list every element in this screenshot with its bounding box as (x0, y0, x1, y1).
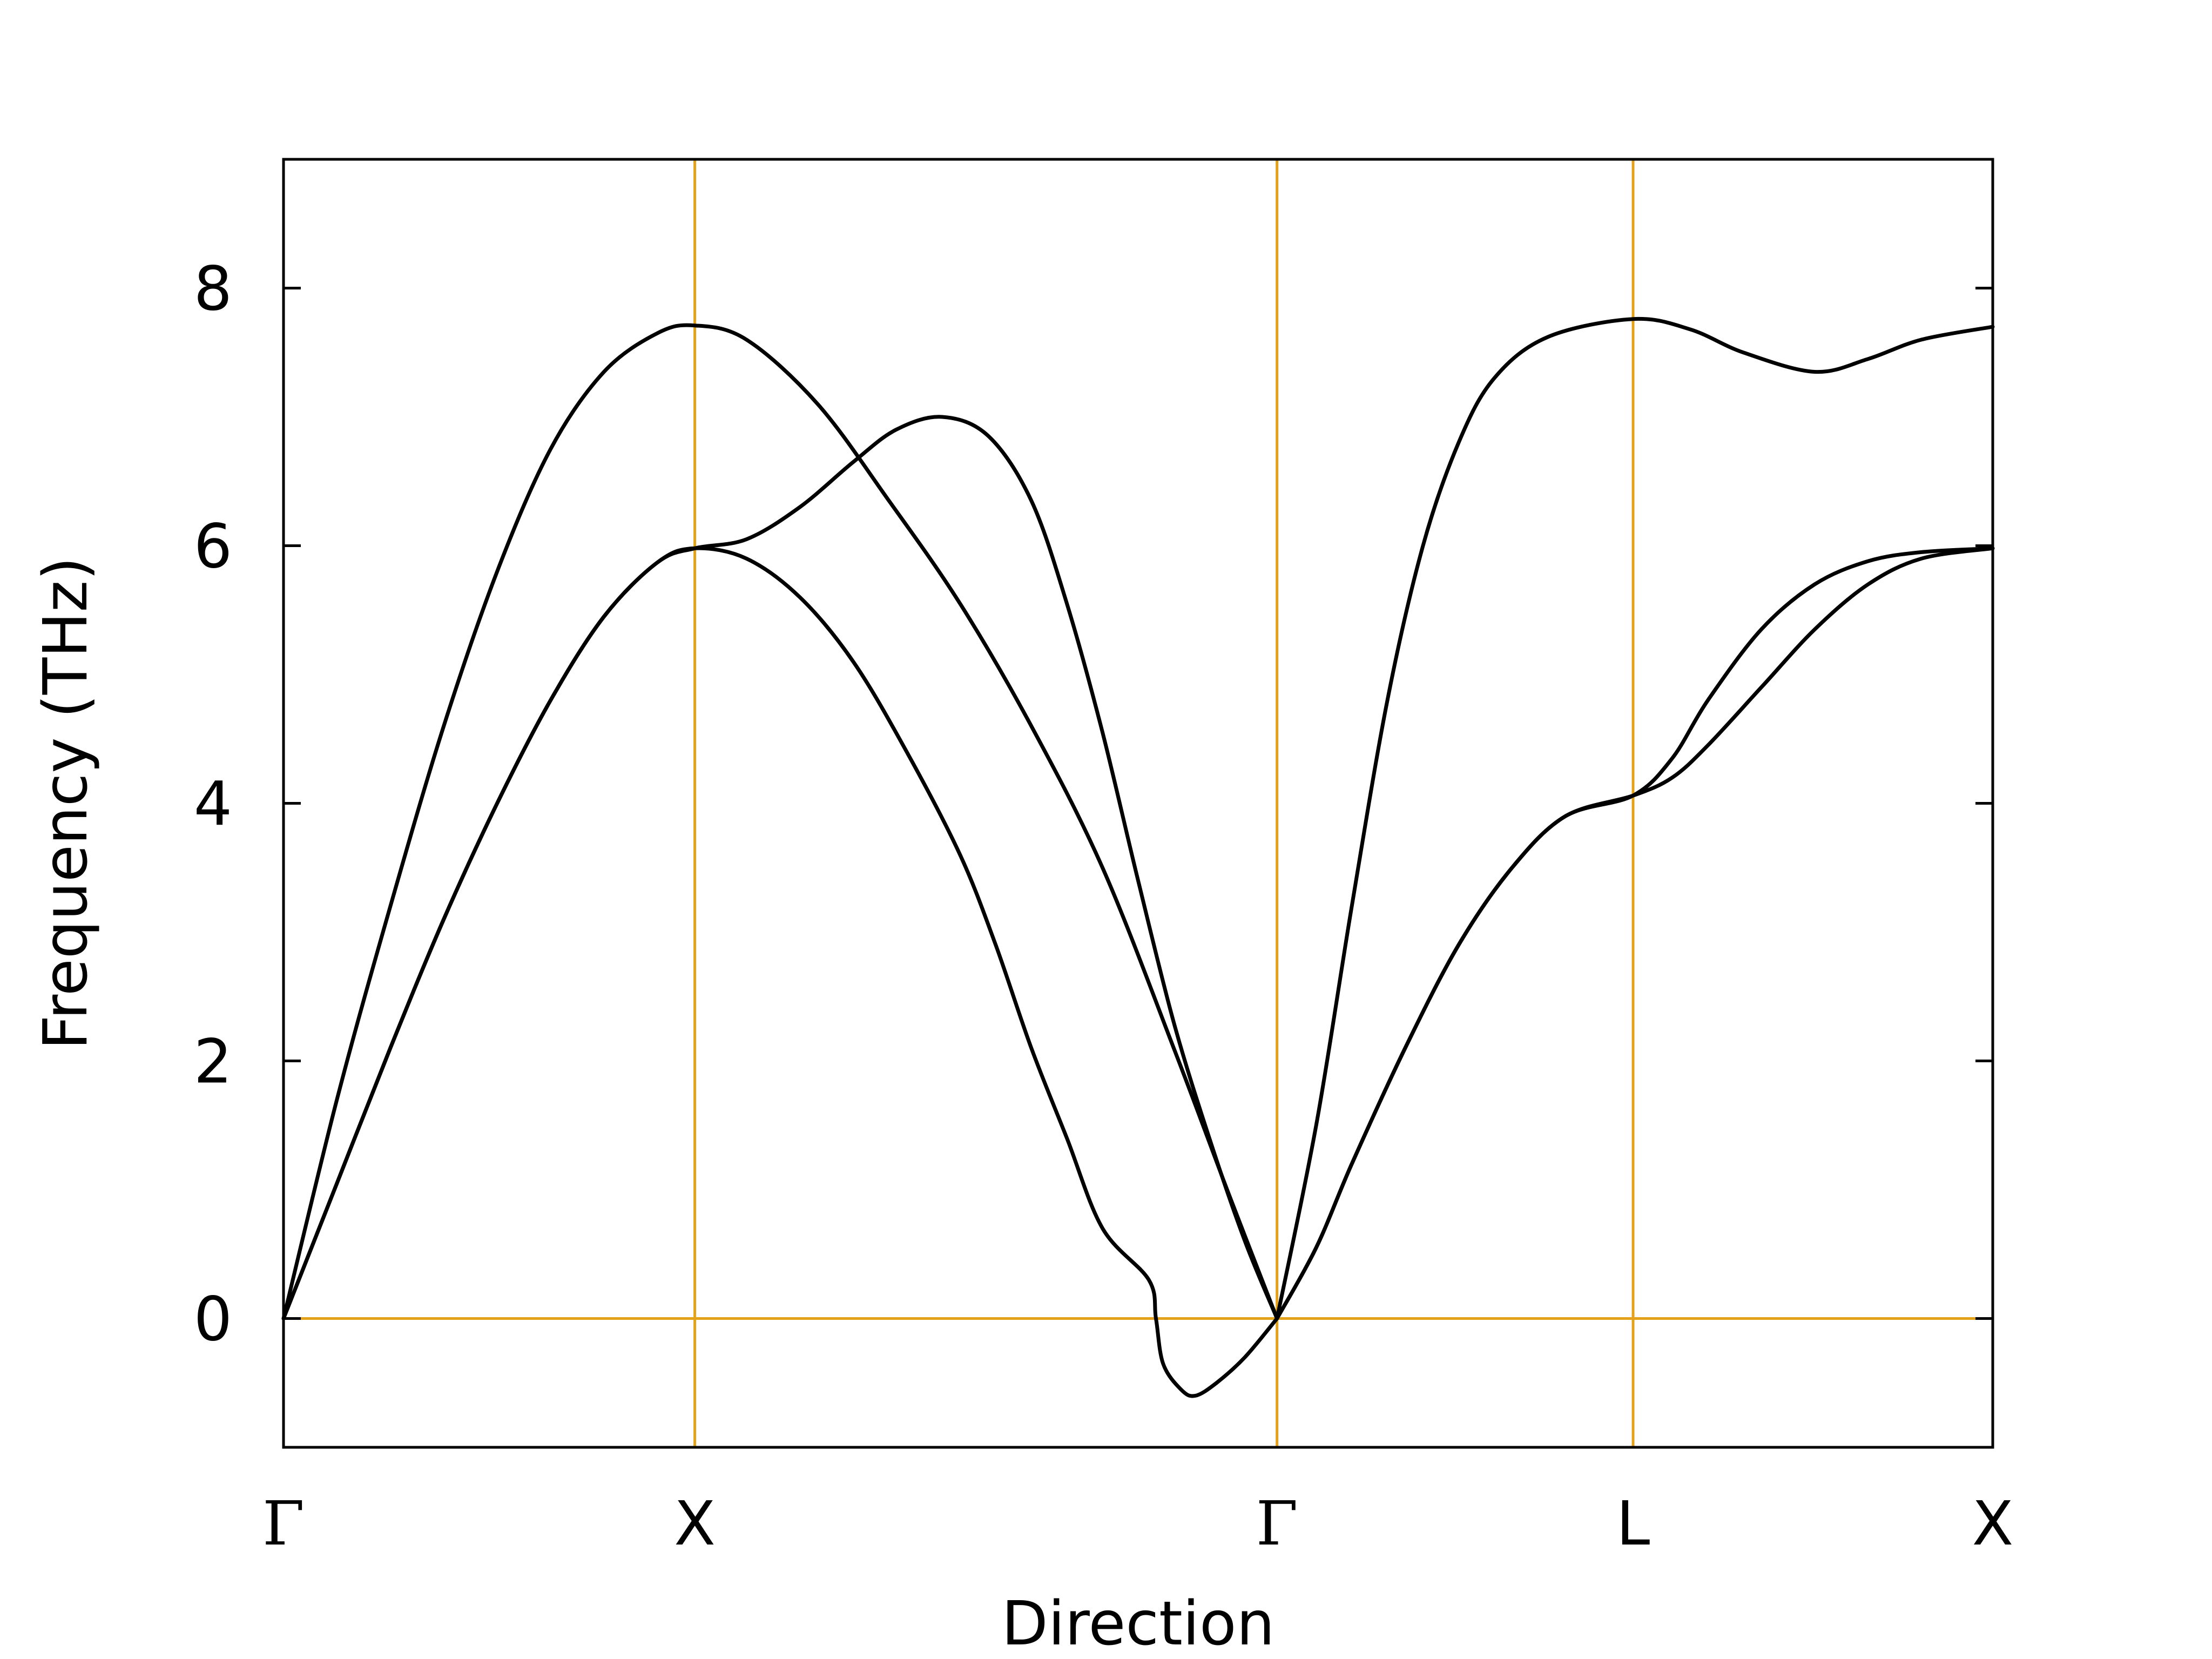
y-axis-ticks: 0 2 4 6 8 (194, 254, 1993, 1355)
y-tick-label: 6 (194, 512, 232, 582)
y-tick-label: 0 (194, 1285, 232, 1355)
k-point-label: X (1972, 1489, 2014, 1559)
y-tick-label: 2 (194, 1027, 232, 1097)
band-line-6 (1275, 546, 1995, 1320)
y-tick-label: 4 (194, 770, 232, 840)
high-symmetry-guides (693, 159, 1635, 1447)
y-tick-label: 8 (194, 254, 232, 325)
k-point-label: L (1616, 1489, 1650, 1559)
band-line-4 (1275, 316, 1995, 1320)
k-point-label: Γ (262, 1489, 305, 1559)
k-point-label: Γ (1256, 1489, 1298, 1559)
band-line-1 (281, 323, 1279, 1320)
y-axis-title: Frequency (THz) (31, 557, 101, 1050)
phonon-bands (281, 316, 1995, 1398)
band-line-3 (281, 546, 1279, 1398)
k-point-label: X (674, 1489, 716, 1559)
x-axis-title: Direction (1002, 1589, 1275, 1659)
